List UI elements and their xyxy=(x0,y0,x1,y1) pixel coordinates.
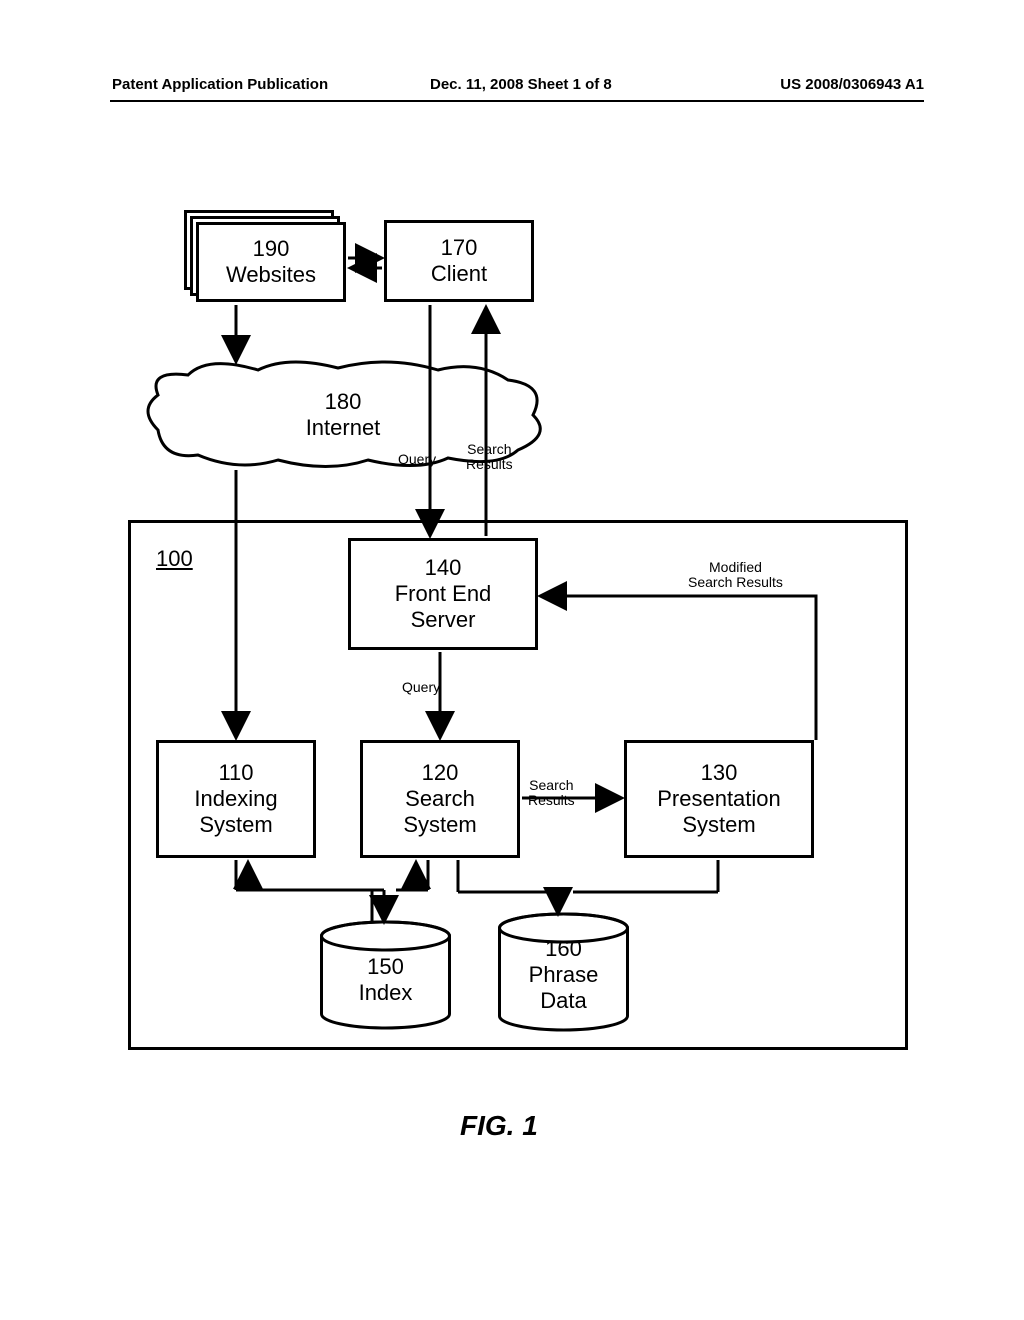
indexing-label1: Indexing xyxy=(194,786,277,812)
edge-label-query1: Query xyxy=(398,452,436,467)
search-box: 120 Search System xyxy=(360,740,520,858)
search-label2: System xyxy=(403,812,476,838)
figure-caption: FIG. 1 xyxy=(460,1110,538,1142)
search-num: 120 xyxy=(422,760,459,786)
indexing-num: 110 xyxy=(218,760,253,786)
header-center: Dec. 11, 2008 Sheet 1 of 8 xyxy=(430,76,612,93)
frontend-num: 140 xyxy=(425,555,462,581)
edge-label-query2: Query xyxy=(402,680,440,695)
presentation-label1: Presentation xyxy=(657,786,781,812)
websites-label: Websites xyxy=(226,262,316,288)
phrase-num: 160 xyxy=(529,936,599,962)
header-right: US 2008/0306943 A1 xyxy=(780,76,924,93)
edge-label-searchresults1: Search Results xyxy=(466,442,513,473)
frontend-box: 140 Front End Server xyxy=(348,538,538,650)
indexing-label2: System xyxy=(199,812,272,838)
internet-label: Internet xyxy=(306,415,381,441)
client-box: 170 Client xyxy=(384,220,534,302)
websites-num: 190 xyxy=(253,236,290,262)
index-cylinder: 150 Index xyxy=(318,920,453,1030)
internet-num: 180 xyxy=(325,389,362,415)
index-label: Index xyxy=(359,980,413,1006)
client-label: Client xyxy=(431,261,487,287)
indexing-box: 110 Indexing System xyxy=(156,740,316,858)
presentation-label2: System xyxy=(682,812,755,838)
diagram: 100 190 Websites 170 Client 180 Internet… xyxy=(128,220,908,1110)
page-root: Patent Application Publication Dec. 11, … xyxy=(0,0,1024,1320)
index-num: 150 xyxy=(359,954,413,980)
phrase-cylinder: 160 Phrase Data xyxy=(496,912,631,1032)
header-rule xyxy=(110,100,924,102)
frontend-label1: Front End xyxy=(395,581,492,607)
phrase-label2: Data xyxy=(529,988,599,1014)
edge-label-searchresults2: Search Results xyxy=(528,778,575,809)
search-label1: Search xyxy=(405,786,475,812)
system-ref: 100 xyxy=(156,546,193,572)
phrase-label1: Phrase xyxy=(529,962,599,988)
client-num: 170 xyxy=(441,235,478,261)
presentation-num: 130 xyxy=(701,760,738,786)
presentation-box: 130 Presentation System xyxy=(624,740,814,858)
frontend-label2: Server xyxy=(411,607,476,633)
edge-label-modified: Modified Search Results xyxy=(688,560,783,591)
header-left: Patent Application Publication xyxy=(112,76,328,93)
websites-box: 190 Websites xyxy=(196,222,346,302)
